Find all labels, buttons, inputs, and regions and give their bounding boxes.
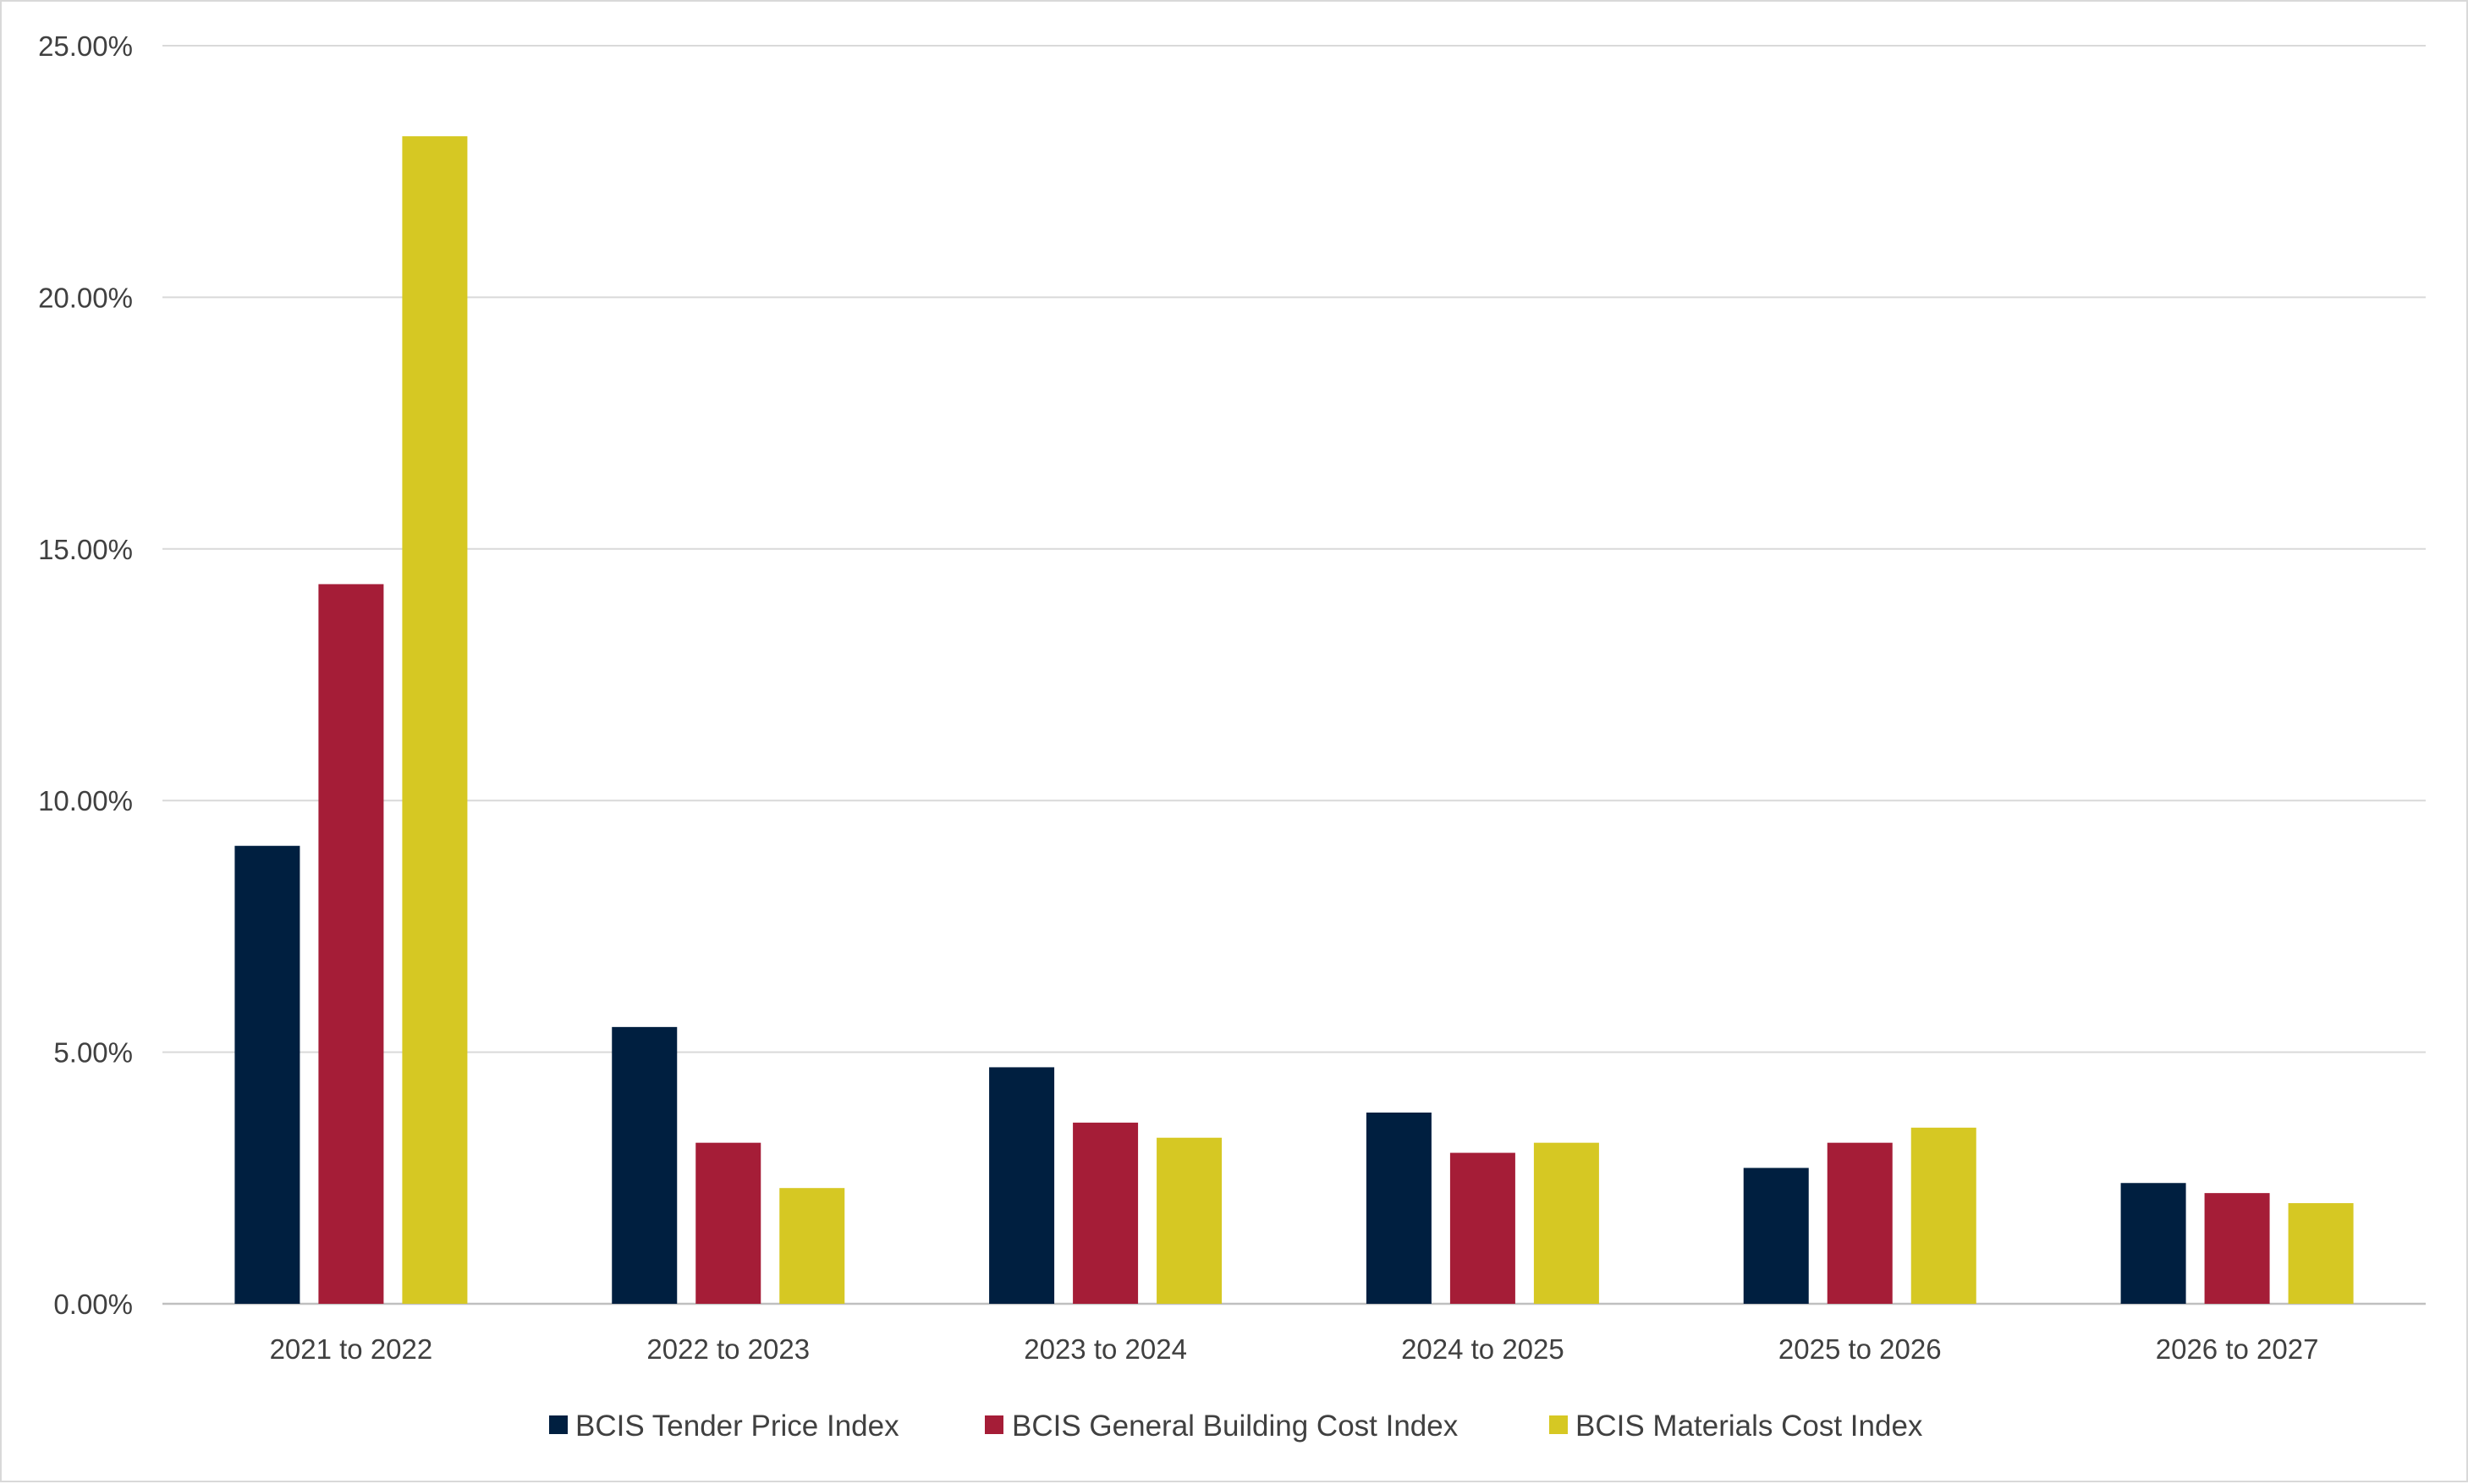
bar-materials-cost: [1157, 1137, 1223, 1304]
y-tick-label: 10.00%: [38, 785, 133, 816]
bar-general-building-cost: [2204, 1193, 2270, 1304]
legend-label: BCIS Tender Price Index: [575, 1410, 899, 1443]
bar-general-building-cost: [318, 584, 384, 1304]
bar-general-building-cost: [1827, 1142, 1893, 1304]
x-tick-label: 2026 to 2027: [2156, 1333, 2319, 1365]
y-tick-label: 20.00%: [38, 282, 133, 313]
legend: BCIS Tender Price Index BCIS General Buil…: [549, 1410, 1923, 1443]
y-tick-label: 0.00%: [53, 1289, 133, 1320]
x-axis-tick-labels: 2021 to 2022 2022 to 2023 2023 to 2024 2024…: [270, 1333, 2319, 1365]
legend-swatch: [985, 1415, 1003, 1434]
bar-tender-price: [1366, 1112, 1432, 1304]
x-tick-label: 2023 to 2024: [1024, 1333, 1187, 1365]
x-tick-label: 2022 to 2023: [646, 1333, 810, 1365]
bar-tender-price: [612, 1026, 678, 1304]
y-tick-label: 25.00%: [38, 30, 133, 62]
bar-tender-price: [989, 1067, 1055, 1304]
bar-materials-cost: [779, 1188, 845, 1304]
y-tick-label: 15.00%: [38, 534, 133, 565]
legend-swatch: [1549, 1415, 1568, 1434]
bar-materials-cost: [402, 136, 468, 1305]
bar-tender-price: [2120, 1183, 2186, 1304]
gridlines: [162, 45, 2426, 1305]
x-tick-label: 2024 to 2025: [1401, 1333, 1564, 1365]
bar-tender-price: [234, 845, 300, 1304]
bar-materials-cost: [1910, 1127, 1976, 1304]
bars: [234, 136, 2354, 1305]
bar-tender-price: [1743, 1168, 1809, 1304]
bar-general-building-cost: [1449, 1152, 1515, 1304]
y-tick-label: 5.00%: [53, 1037, 133, 1069]
x-tick-label: 2021 to 2022: [270, 1333, 433, 1365]
y-axis-tick-labels: 0.00% 5.00% 10.00% 15.00% 20.00% 25.00%: [38, 30, 133, 1320]
bar-general-building-cost: [1073, 1122, 1139, 1304]
x-tick-label: 2025 to 2026: [1778, 1333, 1942, 1365]
bar-general-building-cost: [695, 1142, 761, 1304]
legend-swatch: [549, 1415, 568, 1434]
legend-label: BCIS General Building Cost Index: [1012, 1410, 1459, 1443]
legend-label: BCIS Materials Cost Index: [1575, 1410, 1923, 1443]
bar-materials-cost: [1533, 1142, 1599, 1304]
bar-materials-cost: [2288, 1203, 2354, 1304]
